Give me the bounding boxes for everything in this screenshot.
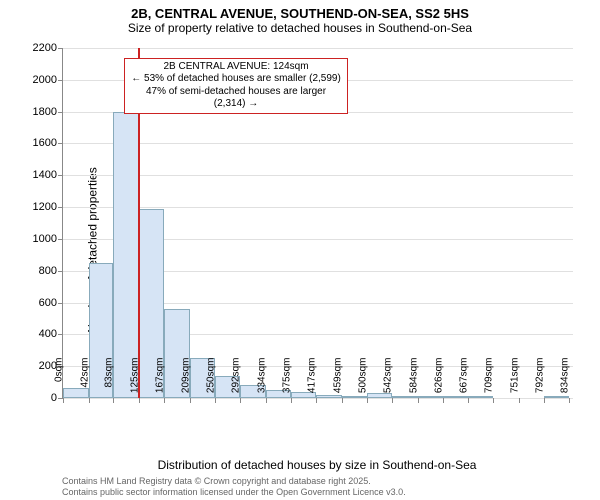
x-tick-label: 334sqm	[256, 358, 267, 408]
x-tick-label: 42sqm	[79, 358, 90, 408]
histogram-bar	[113, 112, 139, 398]
x-tick-label: 584sqm	[408, 358, 419, 408]
x-tick-label: 209sqm	[180, 358, 191, 408]
x-axis-label: Distribution of detached houses by size …	[62, 458, 572, 472]
x-tick-label: 626sqm	[434, 358, 445, 408]
x-tick-label: 459sqm	[332, 358, 343, 408]
x-tick-label: 792sqm	[534, 358, 545, 408]
x-tick-label: 500sqm	[357, 358, 368, 408]
footer-line-1: Contains HM Land Registry data © Crown c…	[62, 476, 572, 487]
footer-line-2: Contains public sector information licen…	[62, 487, 572, 498]
x-tick-label: 834sqm	[560, 358, 571, 408]
y-tick-label: 1200	[33, 201, 63, 213]
y-tick-label: 1600	[33, 137, 63, 149]
x-tick-label: 751sqm	[509, 358, 520, 408]
annotation-box: 2B CENTRAL AVENUE: 124sqm← 53% of detach…	[124, 58, 349, 114]
y-tick-label: 600	[39, 297, 63, 309]
x-tick-label: 83sqm	[104, 358, 115, 408]
y-tick-label: 800	[39, 265, 63, 277]
x-tick-label: 375sqm	[281, 358, 292, 408]
histogram-chart: 2B, CENTRAL AVENUE, SOUTHEND-ON-SEA, SS2…	[0, 0, 600, 500]
x-tick-label: 250sqm	[205, 358, 216, 408]
annotation-line: ← 53% of detached houses are smaller (2,…	[131, 73, 342, 86]
y-tick-label: 1800	[33, 106, 63, 118]
y-tick-label: 2200	[33, 42, 63, 54]
chart-title: 2B, CENTRAL AVENUE, SOUTHEND-ON-SEA, SS2…	[0, 0, 600, 21]
chart-subtitle: Size of property relative to detached ho…	[0, 21, 600, 39]
x-tick-label: 417sqm	[307, 358, 318, 408]
x-tick-label: 0sqm	[54, 358, 65, 408]
annotation-line: 47% of semi-detached houses are larger (…	[131, 86, 342, 111]
y-tick-label: 2000	[33, 74, 63, 86]
x-tick-label: 667sqm	[458, 358, 469, 408]
plot-area: 0200400600800100012001400160018002000220…	[62, 48, 573, 399]
y-tick-label: 400	[39, 328, 63, 340]
annotation-line: 2B CENTRAL AVENUE: 124sqm	[131, 61, 342, 74]
x-tick-label: 292sqm	[231, 358, 242, 408]
footer-text: Contains HM Land Registry data © Crown c…	[62, 476, 572, 498]
x-tick-label: 709sqm	[484, 358, 495, 408]
y-tick-label: 1400	[33, 169, 63, 181]
y-tick-label: 1000	[33, 233, 63, 245]
x-tick-label: 167sqm	[155, 358, 166, 408]
x-tick-label: 542sqm	[383, 358, 394, 408]
